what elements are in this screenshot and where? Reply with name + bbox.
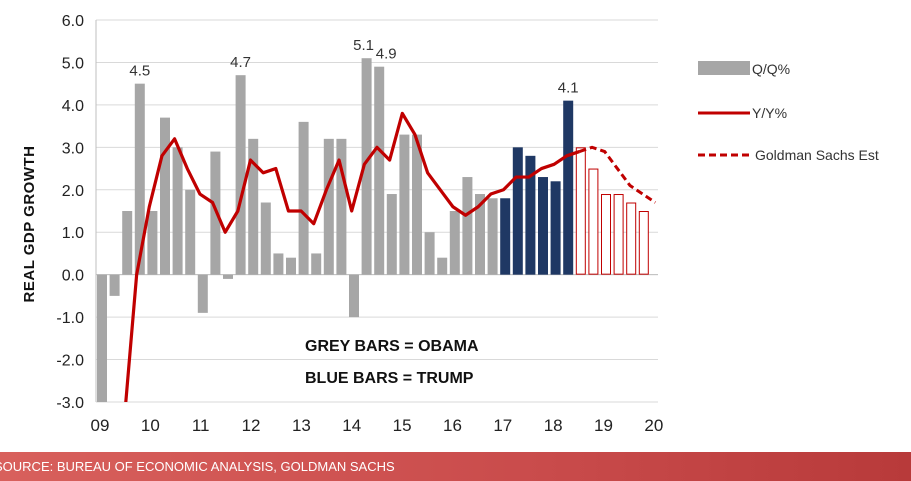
bar-estimate bbox=[626, 202, 637, 275]
y-tick-label: 3.0 bbox=[62, 140, 84, 157]
bar-obama bbox=[311, 253, 322, 275]
x-axis-ticks: 09 10 11 12 13 14 15 16 17 18 19 20 bbox=[91, 416, 664, 435]
x-tick-label: 16 bbox=[443, 416, 462, 435]
y-axis-ticks: 6.0 5.0 4.0 3.0 2.0 1.0 0.0 -1.0 -2.0 -3.0 bbox=[56, 13, 84, 412]
bar-obama bbox=[424, 232, 435, 275]
data-label: 4.7 bbox=[230, 54, 251, 71]
data-label: 4.9 bbox=[376, 46, 397, 63]
bar-obama bbox=[235, 75, 246, 275]
bar-obama bbox=[449, 211, 460, 275]
bar-obama bbox=[475, 194, 485, 275]
bar-obama bbox=[122, 211, 133, 275]
bar-trump bbox=[550, 181, 561, 275]
bar-obama bbox=[298, 121, 309, 275]
bar-obama bbox=[260, 202, 271, 275]
bar-obama bbox=[437, 257, 448, 275]
x-tick-label: 13 bbox=[292, 416, 311, 435]
x-tick-label: 12 bbox=[242, 416, 261, 435]
bar-obama bbox=[374, 66, 385, 275]
yoy-line bbox=[124, 111, 580, 402]
y-axis-label: REAL GDP GROWTH bbox=[21, 146, 38, 303]
data-label: 4.1 bbox=[558, 80, 579, 97]
annotation-trump: BLUE BARS = TRUMP bbox=[305, 370, 474, 387]
bar-obama bbox=[97, 274, 107, 402]
y-tick-label: 2.0 bbox=[62, 183, 84, 200]
y-tick-label: -1.0 bbox=[56, 310, 84, 327]
bar-obama bbox=[323, 138, 334, 275]
bar-obama bbox=[336, 138, 347, 275]
legend: Q/Q% Y/Y% Goldman Sachs Est bbox=[698, 61, 879, 163]
bars bbox=[97, 58, 649, 402]
bar-obama bbox=[185, 189, 196, 275]
gdp-growth-chart: 6.0 5.0 4.0 3.0 2.0 1.0 0.0 -1.0 -2.0 -3.0 09 10 11… bbox=[21, 13, 879, 435]
bar-obama bbox=[248, 138, 259, 275]
y-tick-label: 4.0 bbox=[62, 98, 84, 115]
bar-trump bbox=[563, 100, 574, 275]
bar-obama bbox=[273, 253, 284, 275]
bar-obama bbox=[223, 274, 233, 279]
data-label: 5.1 bbox=[353, 37, 374, 54]
bar-obama bbox=[109, 274, 120, 296]
y-tick-label: 0.0 bbox=[62, 268, 84, 285]
bar-obama bbox=[487, 198, 498, 275]
bar-estimate bbox=[613, 194, 624, 275]
bar-obama bbox=[147, 211, 158, 275]
bar-obama bbox=[286, 257, 296, 275]
annotation-obama: GREY BARS = OBAMA bbox=[305, 338, 479, 355]
bar-trump bbox=[500, 198, 511, 275]
y-tick-label: -3.0 bbox=[56, 395, 84, 412]
bar-obama bbox=[172, 147, 183, 275]
source-footer: SOURCE: BUREAU OF ECONOMIC ANALYSIS, GOL… bbox=[0, 452, 911, 481]
bar-obama bbox=[462, 177, 473, 275]
bar-estimate bbox=[638, 211, 649, 275]
bar-obama bbox=[134, 83, 145, 275]
y-tick-label: 6.0 bbox=[62, 13, 84, 30]
legend-yy-label: Y/Y% bbox=[752, 105, 787, 121]
x-tick-label: 09 bbox=[91, 416, 110, 435]
bar-obama bbox=[349, 274, 359, 318]
bar-estimate bbox=[601, 194, 611, 275]
lines bbox=[124, 111, 657, 402]
x-tick-label: 10 bbox=[141, 416, 160, 435]
x-tick-label: 19 bbox=[594, 416, 613, 435]
bar-estimate bbox=[575, 147, 586, 275]
bar-trump bbox=[525, 155, 536, 275]
x-tick-label: 20 bbox=[644, 416, 663, 435]
bar-obama bbox=[361, 58, 372, 275]
x-tick-label: 14 bbox=[342, 416, 361, 435]
legend-qq-swatch bbox=[698, 61, 750, 75]
bar-trump bbox=[512, 147, 523, 275]
x-tick-label: 17 bbox=[493, 416, 512, 435]
data-label: 4.5 bbox=[129, 63, 150, 80]
source-text: SOURCE: BUREAU OF ECONOMIC ANALYSIS, GOL… bbox=[0, 459, 395, 474]
bar-obama bbox=[197, 274, 208, 313]
data-labels: 4.5 4.7 5.1 4.9 4.1 bbox=[129, 37, 578, 96]
bar-estimate bbox=[588, 168, 599, 275]
bar-obama bbox=[399, 134, 410, 275]
bar-obama bbox=[160, 117, 170, 275]
x-tick-label: 15 bbox=[393, 416, 412, 435]
legend-gs-label: Goldman Sachs Est bbox=[755, 147, 879, 163]
x-tick-label: 11 bbox=[192, 416, 210, 435]
bar-trump bbox=[538, 177, 548, 275]
y-tick-label: -2.0 bbox=[56, 353, 84, 370]
y-tick-label: 1.0 bbox=[62, 225, 84, 242]
legend-qq-label: Q/Q% bbox=[752, 61, 790, 77]
x-tick-label: 18 bbox=[544, 416, 563, 435]
goldman-estimate-line bbox=[578, 145, 657, 204]
bar-obama bbox=[386, 194, 397, 275]
bar-obama bbox=[412, 134, 422, 275]
y-tick-label: 5.0 bbox=[62, 55, 84, 72]
